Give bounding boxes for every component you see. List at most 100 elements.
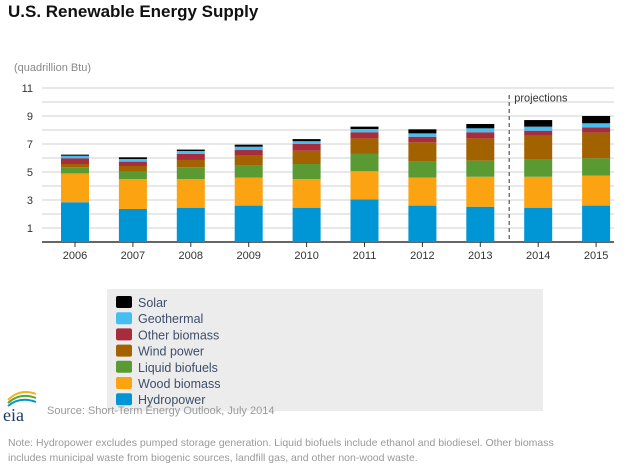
bar-segment-solar bbox=[408, 129, 437, 134]
bar-segment-wind-power bbox=[524, 135, 553, 160]
bar-segment-wind-power bbox=[408, 142, 437, 162]
legend-box bbox=[107, 289, 543, 411]
bar-segment-liquid-biofuels bbox=[176, 167, 205, 179]
legend-swatch bbox=[116, 312, 132, 325]
bar-segment-geothermal bbox=[61, 155, 89, 159]
bar-segment-hydropower bbox=[582, 205, 611, 242]
bar-segment-solar bbox=[466, 123, 495, 129]
bar-segment-geothermal bbox=[408, 133, 437, 137]
y-tick-label: 7 bbox=[27, 139, 33, 151]
note-line-1: Note: Hydropower excludes pumped storage… bbox=[8, 437, 554, 449]
bar-segment-geothermal bbox=[176, 151, 205, 154]
bar-segment-solar bbox=[176, 149, 205, 151]
bar-segment-hydropower bbox=[118, 208, 147, 242]
bar-segment-geothermal bbox=[292, 141, 321, 144]
bar-segment-solar bbox=[61, 154, 89, 156]
bar-segment-other-biomass bbox=[350, 132, 379, 139]
bar-segment-wood-biomass bbox=[61, 173, 89, 203]
bar-segment-wood-biomass bbox=[582, 175, 611, 206]
bar-segment-wood-biomass bbox=[292, 179, 321, 208]
bar-segment-wind-power bbox=[350, 138, 379, 154]
x-tick-label: 2011 bbox=[353, 250, 377, 262]
bar-segment-geothermal bbox=[466, 128, 495, 133]
projections-label: projections bbox=[514, 92, 568, 104]
x-tick-label: 2014 bbox=[526, 250, 550, 262]
bar-segment-wind-power bbox=[466, 138, 495, 161]
bar-segment-other-biomass bbox=[234, 150, 263, 156]
x-tick-label: 2010 bbox=[294, 250, 318, 262]
bar-segment-solar bbox=[118, 157, 147, 159]
x-tick-labels: 2006 2007 2008 2009 2010 2011 2012 2013 2014 2015 bbox=[63, 242, 608, 262]
bar-segment-other-biomass bbox=[292, 144, 321, 151]
bar-segment-wind-power bbox=[292, 150, 321, 165]
bar-segment-other-biomass bbox=[176, 153, 205, 160]
legend-swatch bbox=[116, 377, 132, 389]
bar-segment-wind-power bbox=[61, 164, 89, 168]
legend-swatch bbox=[116, 344, 132, 357]
legend-label: Wind power bbox=[138, 345, 204, 359]
bar-segment-wood-biomass bbox=[350, 171, 379, 200]
x-tick-label: 2006 bbox=[63, 250, 87, 262]
bar-segment-hydropower bbox=[524, 207, 553, 242]
x-tick-label: 2009 bbox=[236, 250, 260, 262]
bar-segment-hydropower bbox=[61, 202, 89, 242]
y-tick-label: 1 bbox=[27, 223, 33, 235]
eia-logo: eia bbox=[3, 391, 37, 425]
x-tick-label: 2013 bbox=[468, 250, 492, 262]
legend-label: Solar bbox=[138, 296, 167, 310]
bar-segment-liquid-biofuels bbox=[234, 165, 263, 178]
bar-segment-other-biomass bbox=[466, 132, 495, 139]
bar-segment-geothermal bbox=[350, 129, 379, 133]
bar-segment-wood-biomass bbox=[176, 179, 205, 208]
legend-swatch bbox=[116, 393, 132, 406]
y-tick-label: 5 bbox=[27, 167, 33, 179]
x-tick-label: 2015 bbox=[584, 250, 608, 262]
bar-segment-liquid-biofuels bbox=[118, 171, 147, 179]
bar-segment-wind-power bbox=[118, 165, 147, 172]
bar-segment-hydropower bbox=[408, 205, 437, 242]
legend-label: Geothermal bbox=[138, 312, 203, 326]
bar-segment-other-biomass bbox=[118, 161, 147, 166]
y-tick-label: 3 bbox=[27, 195, 33, 207]
bar-segment-other-biomass bbox=[582, 127, 611, 133]
legend: Solar Geothermal Other biomass Wind power Li… bbox=[116, 296, 220, 407]
bar-segment-solar bbox=[350, 126, 379, 130]
y-axis-unit: (quadrillion Btu) bbox=[14, 62, 91, 74]
bar-segment-wood-biomass bbox=[234, 177, 263, 206]
bar-segment-wood-biomass bbox=[466, 176, 495, 207]
bar-segment-liquid-biofuels bbox=[466, 160, 495, 177]
bar-segment-geothermal bbox=[582, 123, 611, 128]
bar-segment-geothermal bbox=[118, 158, 147, 162]
x-tick-label: 2008 bbox=[179, 250, 203, 262]
source-text: Source: Short-Term Energy Outlook, July … bbox=[47, 405, 274, 417]
bar-segment-geothermal bbox=[524, 126, 553, 131]
bar-segment-other-biomass bbox=[524, 130, 553, 136]
legend-label: Other biomass bbox=[138, 328, 219, 342]
legend-swatch bbox=[116, 296, 132, 308]
legend-swatch bbox=[116, 360, 132, 373]
bar-segment-liquid-biofuels bbox=[524, 159, 553, 177]
legend-label: Hydropower bbox=[138, 393, 205, 407]
bar-segment-wood-biomass bbox=[118, 179, 147, 209]
legend-label: Liquid biofuels bbox=[138, 361, 218, 375]
legend-swatch bbox=[116, 328, 132, 341]
bar-segment-other-biomass bbox=[61, 158, 89, 165]
bar-segment-wind-power bbox=[582, 132, 611, 159]
y-tick-labels: 1 3 5 7 9 11 bbox=[22, 83, 33, 235]
bar-segment-wood-biomass bbox=[524, 176, 553, 208]
bar-segment-hydropower bbox=[292, 207, 321, 242]
y-tick-label: 9 bbox=[27, 111, 33, 123]
bar-segment-wind-power bbox=[176, 159, 205, 168]
bar-segment-hydropower bbox=[176, 207, 205, 242]
x-tick-label: 2007 bbox=[121, 250, 145, 262]
bar-segment-solar bbox=[524, 120, 553, 127]
bar-segment-wind-power bbox=[234, 155, 263, 166]
bar-segment-solar bbox=[234, 144, 263, 147]
bar-segment-liquid-biofuels bbox=[61, 167, 89, 174]
bar-segment-liquid-biofuels bbox=[350, 153, 379, 172]
bar-segment-liquid-biofuels bbox=[582, 158, 611, 176]
bar-segment-liquid-biofuels bbox=[292, 164, 321, 179]
bar-segment-solar bbox=[582, 116, 611, 124]
bar-segment-other-biomass bbox=[408, 136, 437, 143]
